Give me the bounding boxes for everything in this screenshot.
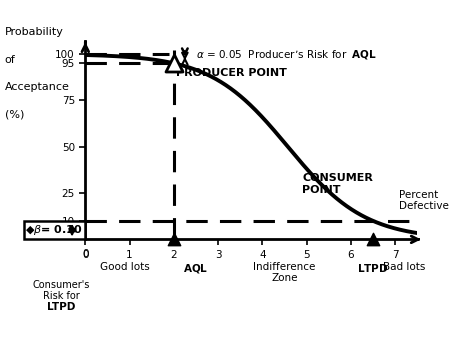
Text: CONSUMER
POINT: CONSUMER POINT bbox=[302, 173, 373, 195]
Text: $\bf{AQL}$: $\bf{AQL}$ bbox=[183, 262, 209, 275]
Text: Zone: Zone bbox=[271, 273, 298, 283]
Point bbox=[170, 237, 178, 242]
Text: Percent
Defective: Percent Defective bbox=[400, 190, 449, 211]
Text: of: of bbox=[5, 55, 16, 65]
Text: Consumer's: Consumer's bbox=[32, 280, 90, 290]
Text: $\alpha$ = 0.05  Producer’s Risk for  $\bf{AQL}$: $\alpha$ = 0.05 Producer’s Risk for $\bf… bbox=[196, 49, 377, 62]
Text: ◆$\beta$= 0.10: ◆$\beta$= 0.10 bbox=[26, 223, 83, 237]
Text: (%): (%) bbox=[5, 109, 24, 119]
Text: LTPD: LTPD bbox=[47, 302, 75, 313]
Text: PRODUCER POINT: PRODUCER POINT bbox=[176, 68, 287, 78]
Text: Acceptance: Acceptance bbox=[5, 82, 70, 92]
Text: $\bf{LTPD}$: $\bf{LTPD}$ bbox=[357, 262, 389, 274]
Text: 0: 0 bbox=[82, 249, 89, 259]
Point bbox=[170, 61, 178, 66]
Text: Risk for: Risk for bbox=[43, 291, 79, 301]
Text: Bad lots: Bad lots bbox=[383, 262, 425, 272]
Point bbox=[369, 237, 377, 242]
Text: Indifference: Indifference bbox=[253, 262, 316, 272]
Text: Good lots: Good lots bbox=[100, 262, 150, 272]
Text: Probability: Probability bbox=[5, 27, 64, 37]
